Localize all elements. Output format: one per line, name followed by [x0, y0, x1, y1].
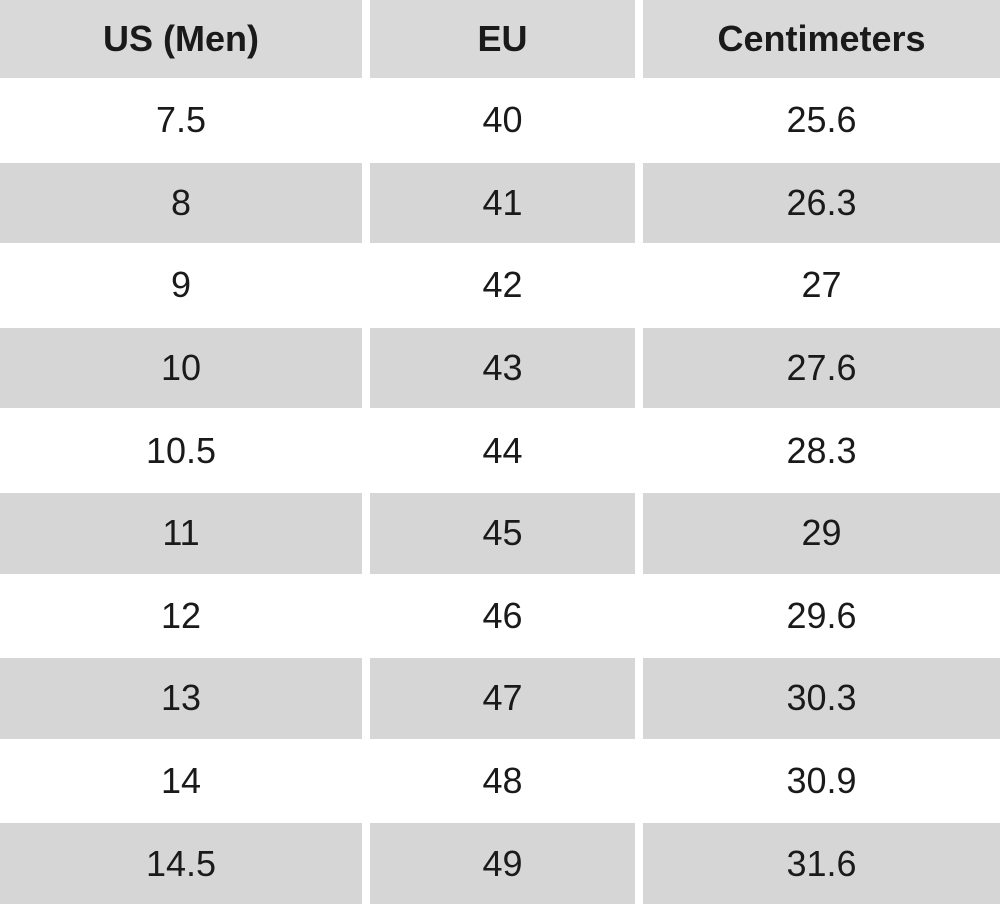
- table-cell: 44: [482, 429, 523, 471]
- table-cell: 48: [482, 760, 523, 802]
- table-cell: 45: [370, 493, 635, 574]
- table-cell: 30.3: [643, 658, 1000, 739]
- table-cell: 47: [370, 658, 635, 739]
- table-cell: 10.5: [145, 429, 217, 471]
- table-cell: 13: [0, 658, 362, 739]
- table-cell: 11: [0, 493, 362, 574]
- table-cell: 8: [0, 162, 362, 244]
- table-cell: 30.9: [786, 760, 857, 802]
- table-cell: 26.3: [643, 162, 1000, 244]
- header-cell: EU: [370, 0, 635, 78]
- table-cell: 27: [801, 264, 842, 306]
- table-cell: 43: [370, 327, 635, 409]
- table-cell: 49: [370, 823, 635, 904]
- table-cell: 14.5: [0, 823, 362, 904]
- table-cell: 41: [370, 162, 635, 244]
- table-cell: 7.5: [155, 99, 207, 141]
- table-cell: 40: [482, 99, 523, 141]
- table-cell: 27.6: [643, 327, 1000, 409]
- table-cell: 42: [482, 264, 523, 306]
- header-cell: US (Men): [0, 0, 362, 78]
- table-cell: 46: [482, 594, 523, 636]
- table-cell: 29.6: [786, 594, 857, 636]
- table-cell: 10: [0, 327, 362, 409]
- table-cell: 9: [170, 264, 192, 306]
- table-cell: 28.3: [786, 429, 857, 471]
- table-cell: 12: [160, 594, 202, 636]
- table-cell: 31.6: [643, 823, 1000, 904]
- table-cell: 25.6: [786, 99, 857, 141]
- header-cell: Centimeters: [643, 0, 1000, 78]
- table-cell: 14: [160, 760, 202, 802]
- table-cell: 29: [643, 493, 1000, 574]
